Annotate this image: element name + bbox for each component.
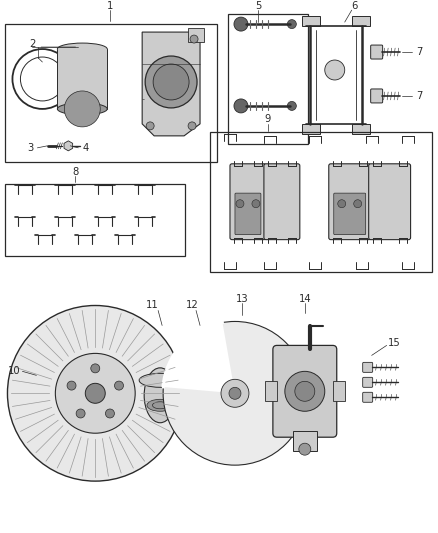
- Text: 1: 1: [107, 1, 113, 11]
- Text: 14: 14: [299, 294, 311, 303]
- Bar: [302, 16, 320, 26]
- Circle shape: [55, 353, 135, 433]
- FancyBboxPatch shape: [363, 392, 373, 402]
- Circle shape: [163, 321, 307, 465]
- Circle shape: [287, 20, 297, 29]
- FancyBboxPatch shape: [371, 89, 383, 103]
- Text: 11: 11: [146, 301, 159, 311]
- FancyBboxPatch shape: [363, 362, 373, 373]
- Circle shape: [354, 200, 362, 208]
- Bar: [210, 132, 431, 272]
- Text: 15: 15: [388, 338, 401, 349]
- FancyBboxPatch shape: [329, 164, 371, 240]
- FancyBboxPatch shape: [369, 164, 410, 240]
- Circle shape: [7, 305, 183, 481]
- Polygon shape: [142, 32, 200, 136]
- Bar: [57, 49, 107, 109]
- Circle shape: [76, 409, 85, 418]
- Circle shape: [153, 64, 189, 100]
- Ellipse shape: [57, 43, 107, 55]
- Text: 2: 2: [29, 39, 35, 49]
- Circle shape: [236, 200, 244, 208]
- Circle shape: [221, 379, 249, 407]
- Circle shape: [146, 122, 154, 130]
- Ellipse shape: [183, 389, 193, 407]
- Circle shape: [190, 35, 198, 43]
- Bar: [302, 124, 320, 134]
- Bar: [352, 16, 370, 26]
- Bar: [188, 28, 204, 42]
- Bar: [352, 124, 370, 134]
- Circle shape: [338, 200, 346, 208]
- Text: 7: 7: [417, 91, 423, 101]
- Text: 9: 9: [265, 114, 271, 124]
- Circle shape: [67, 381, 76, 390]
- Ellipse shape: [144, 368, 176, 423]
- Text: 8: 8: [72, 167, 78, 177]
- Circle shape: [64, 91, 100, 127]
- Circle shape: [91, 364, 100, 373]
- Circle shape: [285, 372, 325, 411]
- Ellipse shape: [176, 377, 200, 419]
- Text: 13: 13: [236, 294, 248, 303]
- Text: 10: 10: [8, 366, 21, 376]
- Text: 3: 3: [27, 143, 34, 153]
- Circle shape: [287, 101, 297, 110]
- Text: 12: 12: [186, 301, 198, 311]
- Bar: [333, 381, 345, 401]
- Circle shape: [325, 60, 345, 80]
- Circle shape: [188, 122, 196, 130]
- Text: 5: 5: [255, 1, 261, 11]
- Circle shape: [229, 387, 241, 399]
- Bar: [5, 184, 185, 256]
- Bar: [265, 381, 277, 401]
- Circle shape: [234, 99, 248, 113]
- Text: 4: 4: [82, 143, 88, 153]
- Circle shape: [85, 383, 105, 403]
- Ellipse shape: [57, 103, 107, 115]
- Ellipse shape: [152, 402, 168, 409]
- Circle shape: [252, 200, 260, 208]
- FancyBboxPatch shape: [230, 164, 266, 240]
- Wedge shape: [162, 320, 235, 393]
- Circle shape: [106, 409, 114, 418]
- Circle shape: [295, 381, 315, 401]
- FancyBboxPatch shape: [235, 193, 261, 235]
- Circle shape: [114, 381, 124, 390]
- FancyBboxPatch shape: [273, 345, 337, 437]
- FancyBboxPatch shape: [264, 164, 300, 240]
- Text: 6: 6: [352, 1, 358, 11]
- Bar: [293, 431, 317, 451]
- Text: 7: 7: [417, 47, 423, 57]
- Ellipse shape: [147, 399, 173, 411]
- Ellipse shape: [139, 373, 181, 387]
- Circle shape: [234, 17, 248, 31]
- Bar: [228, 14, 308, 144]
- FancyBboxPatch shape: [363, 377, 373, 387]
- FancyBboxPatch shape: [371, 45, 383, 59]
- Circle shape: [145, 56, 197, 108]
- FancyBboxPatch shape: [334, 193, 366, 235]
- Circle shape: [299, 443, 311, 455]
- Bar: [5, 24, 217, 162]
